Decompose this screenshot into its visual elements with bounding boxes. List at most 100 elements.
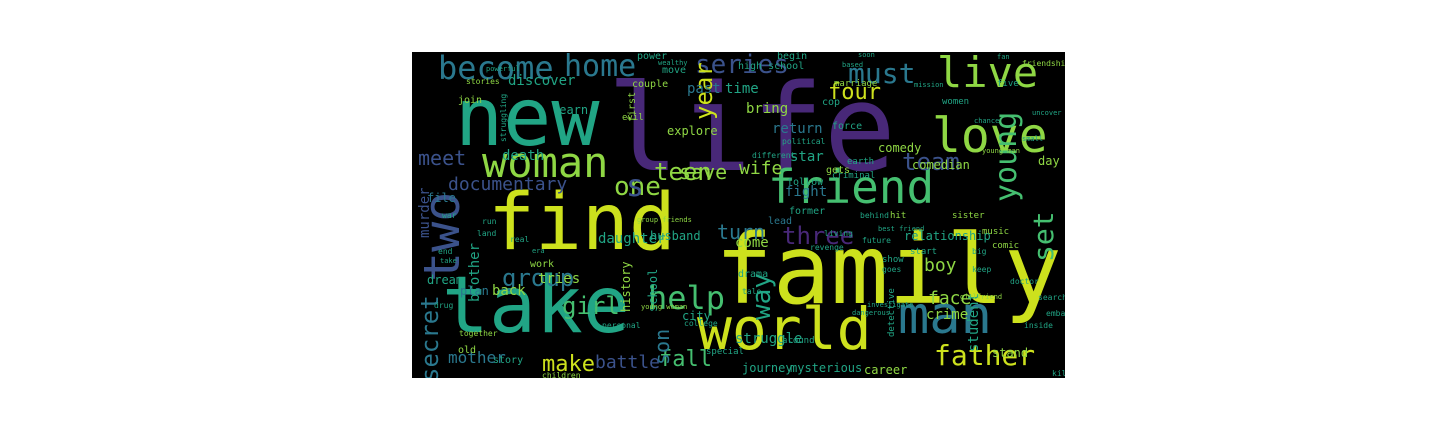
cloud-word: series xyxy=(695,52,789,80)
cloud-word: struggling xyxy=(499,93,508,142)
cloud-word: drug xyxy=(434,301,454,310)
cloud-word: embark xyxy=(1046,309,1065,318)
cloud-word: relationship xyxy=(904,229,991,243)
cloud-word: star xyxy=(790,149,824,165)
cloud-word: home xyxy=(564,52,637,84)
cloud-word: live xyxy=(937,52,1039,97)
cloud-word: five xyxy=(997,79,1019,89)
cloud-word: file xyxy=(427,191,456,205)
cloud-word: war xyxy=(442,211,457,220)
cloud-word: based xyxy=(842,61,864,69)
cloud-word: together xyxy=(459,329,498,338)
cloud-word: fan xyxy=(997,53,1010,61)
cloud-word: take xyxy=(442,261,630,351)
cloud-word: student xyxy=(966,292,982,352)
cloud-word: political xyxy=(782,137,826,146)
cloud-word: turn xyxy=(717,220,766,244)
cloud-word: begin xyxy=(777,52,808,62)
cloud-word: investigate xyxy=(867,301,914,309)
cloud-word: earth xyxy=(847,157,875,167)
cloud-word: uncover xyxy=(1032,109,1062,117)
cloud-word: wife xyxy=(739,158,783,179)
cloud-word: power xyxy=(637,52,668,62)
cloud-word: inside xyxy=(1024,321,1053,330)
cloud-word: marriage xyxy=(834,79,878,89)
cloud-word: run xyxy=(482,217,497,226)
cloud-word: set xyxy=(1027,211,1060,262)
cloud-word: future xyxy=(862,236,891,245)
cloud-word: struggle xyxy=(735,331,803,347)
cloud-word: women xyxy=(942,97,970,107)
cloud-word: make xyxy=(542,352,595,377)
cloud-word: man xyxy=(898,286,992,346)
cloud-word: start xyxy=(910,247,938,257)
cloud-word: powerful xyxy=(486,65,520,73)
cloud-word: bring xyxy=(746,101,789,117)
cloud-word: new xyxy=(455,71,600,164)
cloud-word: husband xyxy=(650,229,701,243)
cloud-word: explore xyxy=(667,124,718,138)
cloud-word: find xyxy=(488,178,676,268)
cloud-word: couple xyxy=(632,79,669,90)
cloud-word: sister xyxy=(952,211,985,221)
cloud-word: different xyxy=(752,151,796,160)
cloud-word: friend xyxy=(768,160,935,214)
cloud-word: young xyxy=(989,111,1024,202)
cloud-word: former xyxy=(789,206,826,217)
cloud-word: lead xyxy=(768,216,793,227)
cloud-word: help xyxy=(648,279,726,317)
cloud-word: around xyxy=(782,336,815,346)
cloud-word: fall xyxy=(659,347,712,372)
cloud-word: return xyxy=(772,121,823,137)
cloud-word: join xyxy=(458,95,483,106)
cloud-word: come xyxy=(735,235,769,251)
cloud-word: era xyxy=(532,247,545,255)
cloud-word: kill xyxy=(1052,369,1065,378)
cloud-word: stories xyxy=(466,77,500,86)
cloud-word: follow xyxy=(787,177,824,188)
cloud-word: goes xyxy=(882,265,902,274)
cloud-word: career xyxy=(864,363,908,377)
cloud-word: behind xyxy=(860,211,889,220)
cloud-word: college xyxy=(684,319,718,328)
cloud-word: small xyxy=(1022,135,1044,143)
cloud-word: become xyxy=(438,52,554,87)
cloud-word: girl xyxy=(562,292,620,320)
cloud-word: mysterious xyxy=(790,361,863,375)
cloud-word: end xyxy=(438,247,453,256)
cloud-word: search xyxy=(1038,293,1065,302)
cloud-word: meet xyxy=(418,146,467,170)
cloud-word: soon xyxy=(858,52,875,59)
cloud-word: force xyxy=(832,121,863,132)
cloud-word: high school xyxy=(738,61,805,72)
cloud-word: drama xyxy=(738,269,769,280)
cloud-word: young woman xyxy=(641,303,688,311)
cloud-word: dream xyxy=(427,273,464,287)
cloud-word: life xyxy=(607,60,896,199)
cloud-word: day xyxy=(1038,154,1060,168)
cloud-word: s xyxy=(626,169,645,204)
cloud-word: comedy xyxy=(878,141,922,155)
cloud-word: city xyxy=(682,309,711,323)
cloud-word: friendship xyxy=(1022,59,1065,68)
cloud-word: keep xyxy=(972,265,992,274)
cloud-word: young man xyxy=(982,147,1020,155)
cloud-word: girlfriend xyxy=(960,293,1003,301)
cloud-word: mission xyxy=(914,81,944,89)
cloud-word: dangerous xyxy=(852,309,890,317)
cloud-word: father xyxy=(934,339,1036,372)
cloud-word: show xyxy=(882,255,904,265)
cloud-word: world xyxy=(697,295,872,363)
cloud-word: story xyxy=(493,355,524,366)
cloud-word: time xyxy=(725,81,759,97)
cloud-word: stand xyxy=(992,346,1029,360)
cloud-word: doctor xyxy=(1010,277,1039,286)
cloud-word: living xyxy=(824,229,853,238)
cloud-word: gets xyxy=(826,165,851,176)
cloud-word: four xyxy=(828,80,881,105)
cloud-word: back xyxy=(492,283,526,299)
cloud-word: death xyxy=(502,148,545,164)
cloud-word: three xyxy=(782,222,855,250)
cloud-word: big xyxy=(972,247,987,256)
